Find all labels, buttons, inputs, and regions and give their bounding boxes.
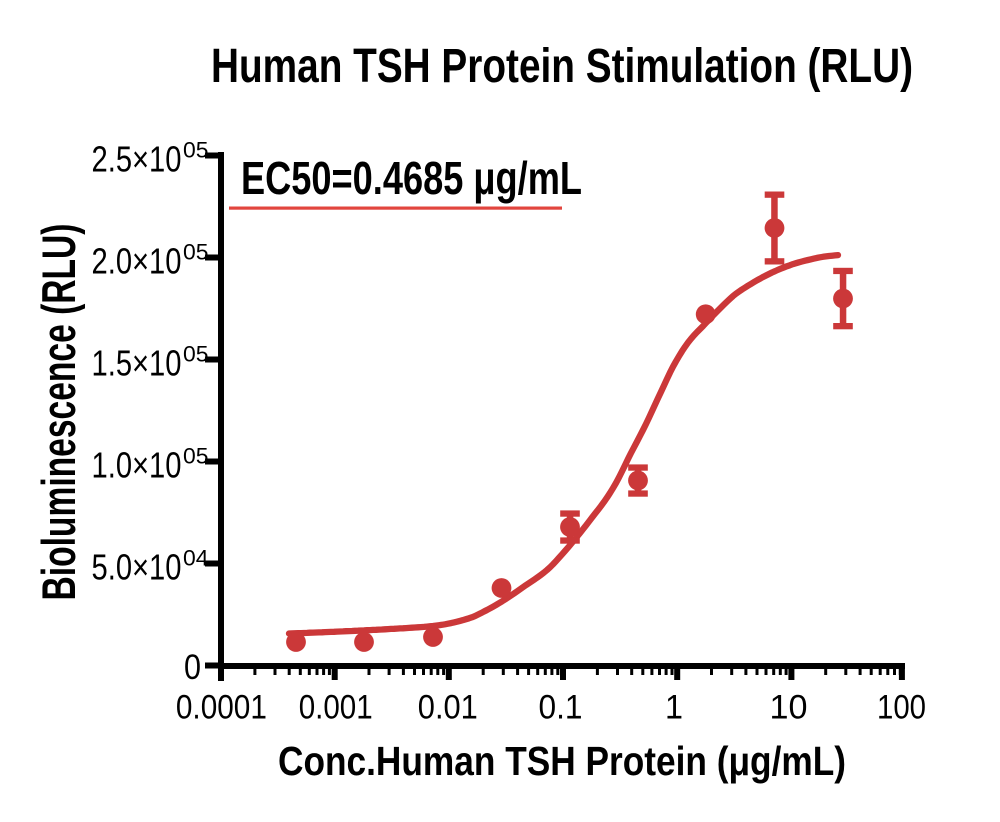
svg-text:05: 05 (183, 444, 209, 469)
svg-text:Human TSH Protein Stimulation: Human TSH Protein Stimulation (RLU) (211, 40, 913, 93)
svg-text:0.1: 0.1 (539, 689, 583, 727)
svg-text:05: 05 (183, 342, 209, 367)
svg-text:5.0×10: 5.0×10 (92, 547, 182, 588)
svg-text:EC50=0.4685 μg/mL: EC50=0.4685 μg/mL (241, 152, 582, 204)
svg-text:100: 100 (877, 689, 926, 727)
svg-text:05: 05 (183, 240, 209, 265)
svg-text:0.001: 0.001 (299, 689, 373, 727)
svg-text:2.0×10: 2.0×10 (92, 241, 182, 282)
svg-text:2.5×10: 2.5×10 (92, 139, 182, 180)
svg-text:Conc.Human TSH Protein (μg/mL): Conc.Human TSH Protein (μg/mL) (278, 738, 846, 784)
svg-text:1: 1 (665, 689, 683, 727)
svg-text:0: 0 (184, 648, 201, 687)
svg-text:1.5×10: 1.5×10 (92, 343, 182, 384)
svg-text:0.0001: 0.0001 (176, 689, 267, 727)
svg-text:05: 05 (183, 138, 209, 163)
svg-text:1.0×10: 1.0×10 (92, 445, 182, 486)
svg-text:Bioluminescence (RLU): Bioluminescence (RLU) (32, 224, 85, 601)
svg-text:0.01: 0.01 (418, 689, 478, 727)
svg-text:10: 10 (770, 689, 808, 727)
svg-text:04: 04 (183, 546, 209, 571)
